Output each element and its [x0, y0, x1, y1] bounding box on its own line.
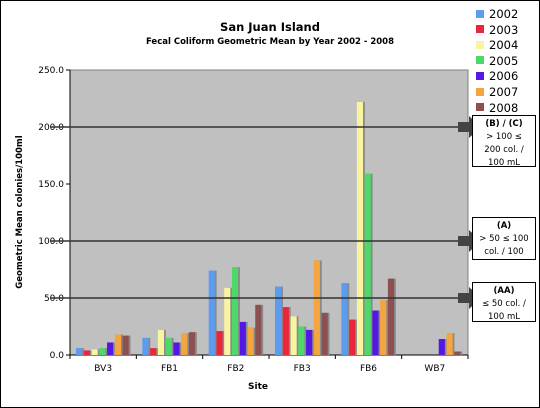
bar — [157, 329, 165, 355]
legend-item: 2003 — [476, 23, 518, 37]
bar — [341, 283, 348, 355]
bar — [239, 321, 246, 355]
x-tick-label: FB1 — [161, 364, 178, 374]
legend-swatch — [476, 25, 484, 34]
legend-swatch — [476, 9, 484, 18]
bar — [188, 332, 196, 355]
legend-label: 2004 — [489, 38, 519, 53]
bar — [83, 350, 90, 355]
legend-swatch — [476, 71, 484, 80]
bar — [224, 287, 231, 355]
bar — [446, 333, 453, 355]
y-tick-label: 150.0 — [38, 180, 64, 190]
legend-item: 2004 — [476, 38, 518, 52]
bar — [298, 326, 305, 355]
legend-item: 2005 — [476, 54, 518, 68]
y-tick-label: 250.0 — [38, 66, 64, 76]
x-tick-label: WB7 — [424, 364, 445, 374]
legend-swatch — [476, 103, 484, 112]
bar — [142, 337, 149, 355]
bar — [122, 335, 129, 355]
bar — [387, 278, 395, 355]
legend-label: 2002 — [489, 7, 519, 21]
y-axis-label: Geometric Mean colonies/100ml — [15, 135, 25, 288]
legend-swatch — [476, 87, 484, 96]
bar — [356, 101, 364, 355]
bar — [349, 319, 356, 355]
arrow-icon — [458, 116, 481, 138]
legend-item: 2008 — [476, 101, 518, 115]
bar — [208, 270, 215, 355]
bar — [181, 333, 188, 355]
legend-label: 2008 — [489, 100, 519, 115]
x-axis-label: Site — [248, 382, 268, 392]
callout-text: 100 mL — [488, 158, 520, 168]
x-tick-label: BV3 — [94, 364, 112, 374]
bar — [282, 307, 289, 355]
bar — [364, 173, 371, 355]
callout-title: (A) — [496, 221, 512, 231]
legend-swatch — [476, 56, 484, 65]
callout-text: col. / 100 — [484, 247, 524, 257]
callout-title: (B) / (C) — [485, 119, 523, 129]
bar — [454, 351, 461, 355]
callout-text: 200 col. / — [484, 145, 524, 155]
callout-box: (B) / (C) > 100 ≤ 200 col. / 100 mL — [472, 115, 536, 168]
legend-item: 2002 — [476, 7, 518, 21]
bar — [173, 342, 180, 355]
bar — [99, 348, 106, 355]
legend-item: 2007 — [476, 85, 518, 99]
bar — [231, 267, 239, 355]
y-tick-label: 0.0 — [50, 351, 65, 361]
legend-label: 2006 — [489, 69, 519, 84]
bar — [321, 312, 328, 355]
y-tick-label: 200.0 — [38, 123, 64, 133]
callout-text: > 100 ≤ — [486, 132, 522, 142]
bar — [275, 286, 282, 355]
callout-title: (AA) — [493, 286, 515, 296]
x-tick-label: FB6 — [360, 364, 377, 374]
bar — [150, 348, 157, 355]
legend-item: 2006 — [476, 69, 518, 83]
legend-label: 2005 — [489, 53, 519, 68]
callout-box: (AA) ≤ 50 col. / 100 mL — [472, 282, 536, 322]
chart-subtitle: Fecal Coliform Geometric Mean by Year 20… — [146, 37, 394, 47]
y-tick-label: 50.0 — [44, 294, 64, 304]
bar — [247, 327, 254, 355]
x-tick-label: FB3 — [294, 364, 311, 374]
bar — [313, 260, 320, 355]
legend-label: 2007 — [489, 85, 519, 99]
bar — [165, 337, 172, 355]
bar — [114, 334, 121, 355]
legend-label: 2003 — [489, 22, 519, 37]
bar — [76, 348, 83, 355]
bar — [255, 304, 262, 355]
y-tick-label: 100.0 — [38, 237, 64, 247]
callout-text: > 50 ≤ 100 — [479, 234, 529, 244]
bar — [216, 331, 223, 355]
chart-title: San Juan Island — [220, 20, 320, 34]
x-tick-label: FB2 — [227, 364, 244, 374]
bar — [306, 329, 313, 355]
bar — [372, 310, 379, 355]
bar — [438, 339, 445, 355]
bar — [107, 342, 114, 355]
bar — [91, 349, 98, 355]
arrow-icon — [458, 230, 481, 252]
callout-text: 100 mL — [488, 312, 520, 322]
bar — [290, 316, 297, 355]
callout-text: ≤ 50 col. / — [482, 299, 526, 309]
arrow-icon — [458, 287, 481, 309]
bar — [380, 300, 387, 355]
callout-box: (A) > 50 ≤ 100 col. / 100 — [472, 217, 536, 260]
legend-swatch — [476, 40, 484, 49]
plot-area — [69, 69, 469, 356]
